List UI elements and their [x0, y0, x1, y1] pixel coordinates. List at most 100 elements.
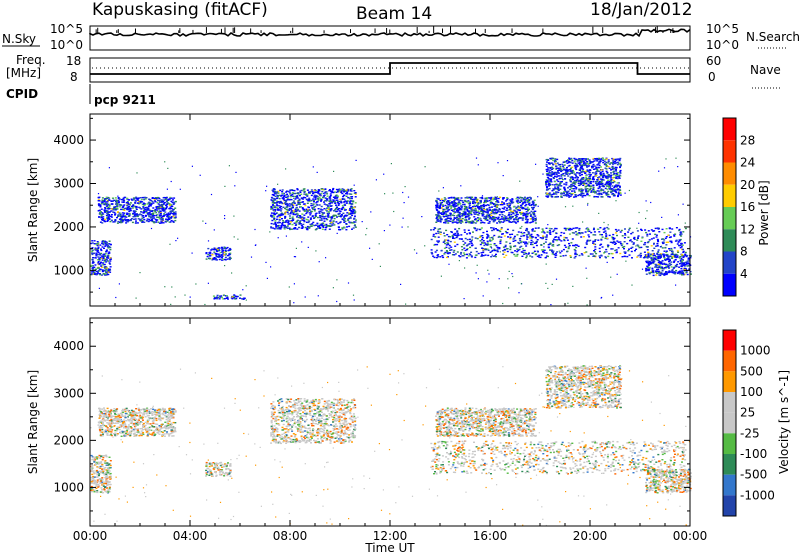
- echo-cell: [105, 269, 108, 272]
- echo-cell: [314, 229, 317, 231]
- echo-cell: [555, 227, 558, 230]
- echo-cell: [295, 197, 298, 199]
- echo-cell: [314, 191, 317, 194]
- echo-cell: [521, 203, 524, 205]
- echo-cell: [616, 161, 619, 164]
- echo-cell: [463, 211, 466, 213]
- echo-cell: [334, 197, 337, 199]
- echo-cell: [128, 213, 131, 215]
- echo-cell: [330, 218, 333, 220]
- echo-cell: [271, 219, 274, 222]
- echo-cell: [584, 246, 587, 249]
- echo-cell: [172, 199, 174, 201]
- echo-cell: [308, 227, 311, 229]
- echo-cell: [106, 219, 109, 221]
- echo-cell: [225, 247, 228, 250]
- echo-cell: [274, 208, 277, 211]
- echo-cell: [597, 183, 600, 186]
- echo-cell: [615, 158, 618, 160]
- echo-cell: [312, 221, 315, 224]
- echo-cell: [614, 160, 617, 163]
- echo-cell: [578, 227, 581, 230]
- echo-cell: [226, 246, 229, 249]
- echo-cell: [482, 249, 485, 251]
- echo-cell: [126, 201, 129, 203]
- echo-cell: [483, 242, 486, 244]
- echo-cell: [657, 240, 660, 243]
- echo-cell: [325, 209, 327, 211]
- echo-cell: [282, 192, 285, 195]
- echo-cell: [220, 257, 223, 259]
- echo-cell: [549, 167, 552, 169]
- echo-cell: [515, 207, 518, 209]
- echo-cell: [285, 220, 288, 222]
- echo-cell: [453, 241, 456, 243]
- echo-cell: [567, 246, 570, 248]
- echo-cell: [335, 197, 338, 199]
- echo-cell: [582, 162, 585, 165]
- echo-cell: [468, 204, 471, 206]
- echo-cell: [490, 218, 493, 220]
- echo-cell: [568, 161, 571, 164]
- echo-cell: [610, 236, 613, 238]
- echo-cell: [318, 204, 321, 206]
- echo-cell: [533, 199, 536, 201]
- echo-cell: [447, 214, 450, 217]
- echo-cell: [457, 219, 460, 221]
- echo-cell: [321, 215, 324, 218]
- echo-cell: [321, 209, 324, 211]
- echo-cell: [439, 233, 442, 235]
- echo-cell: [493, 219, 495, 222]
- echo-cell: [679, 273, 681, 275]
- echo-cell: [341, 208, 343, 211]
- echo-cell: [560, 196, 563, 198]
- echo-cell: [664, 267, 667, 269]
- echo-cell: [471, 236, 474, 238]
- echo-cell: [456, 208, 459, 210]
- echo-cell: [102, 218, 105, 220]
- echo-cell: [601, 246, 604, 248]
- echo-cell: [569, 188, 572, 191]
- echo-cell: [499, 196, 502, 198]
- echo-cell: [474, 209, 477, 211]
- echo-cell: [626, 242, 629, 245]
- echo-cell: [578, 172, 581, 175]
- echo-cell: [151, 219, 154, 222]
- echo-cell: [279, 214, 282, 217]
- echo-cell: [584, 170, 587, 173]
- echo-cell: [559, 165, 562, 168]
- echo-cell: [584, 164, 587, 166]
- echo-cell: [472, 231, 474, 233]
- echo-cell: [151, 219, 153, 221]
- echo-cell: [447, 204, 450, 206]
- echo-cell: [619, 165, 622, 167]
- echo-cell: [676, 263, 679, 266]
- echo-cell: [474, 222, 477, 224]
- echo-cell: [493, 198, 496, 200]
- echo-cell: [435, 214, 438, 216]
- echo-cell: [222, 294, 225, 296]
- echo-cell: [439, 221, 442, 223]
- echo-cell: [508, 208, 511, 211]
- echo-cell: [559, 255, 562, 257]
- echo-cell: [603, 174, 605, 177]
- echo-cell: [687, 262, 690, 264]
- echo-cell: [101, 197, 104, 199]
- echo-cell: [491, 249, 494, 252]
- echo-cell: [330, 225, 333, 227]
- echo-cell: [523, 212, 526, 215]
- echo-cell: [100, 208, 103, 210]
- echo-cell: [507, 205, 510, 208]
- echo-cell: [461, 215, 464, 217]
- echo-cell: [580, 161, 583, 163]
- echo-cell: [560, 177, 563, 179]
- echo-cell: [569, 180, 572, 182]
- echo-cell: [483, 206, 485, 208]
- echo-cell: [574, 167, 577, 169]
- echo-cell: [284, 216, 287, 218]
- echo-cell: [598, 231, 601, 233]
- echo-cell: [278, 202, 281, 204]
- echo-cell: [292, 219, 295, 221]
- echo-cell: [332, 191, 335, 194]
- echo-cell: [676, 255, 679, 257]
